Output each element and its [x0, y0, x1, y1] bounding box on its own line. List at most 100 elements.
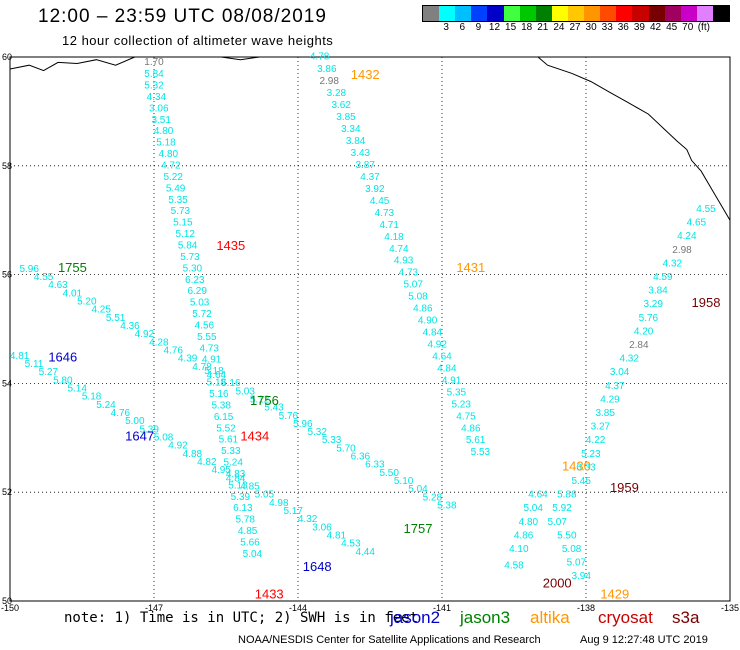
swh-data-point: 4.86	[461, 423, 481, 434]
swh-data-point: 5.35	[447, 387, 467, 398]
swh-data-point: 3.51	[151, 115, 171, 126]
swh-data-point: 5.23	[581, 449, 601, 460]
pass-time-label: 2000	[543, 575, 572, 590]
pass-time-label: 1433	[255, 586, 284, 601]
swh-data-point: 4.76	[163, 345, 183, 356]
swh-data-point: 5.18	[82, 392, 102, 403]
legend-item-cryosat: cryosat	[598, 608, 653, 627]
swh-data-point: 5.08	[154, 433, 174, 444]
swh-data-point: 4.71	[379, 220, 399, 231]
scale-tick-label: 36	[617, 22, 629, 33]
scale-swatch	[648, 6, 665, 21]
x-tick-label: -141	[433, 603, 451, 613]
x-tick-label: -144	[289, 603, 307, 613]
swh-data-point: 4.74	[389, 244, 409, 255]
scale-tick-label: 27	[569, 22, 581, 33]
swh-data-point: 4.64	[207, 370, 227, 381]
swh-data-point: 5.08	[408, 292, 428, 303]
swh-data-point: 5.52	[216, 423, 236, 434]
scale-swatch	[664, 6, 681, 21]
swh-data-point: 3.85	[336, 112, 356, 123]
swh-data-point: 5.04	[408, 484, 428, 495]
scale-tick-label: 39	[633, 22, 645, 33]
pass-time-label: 1959	[610, 480, 639, 495]
pass-time-label: 1958	[692, 295, 721, 310]
swh-data-point: 3.43	[351, 148, 371, 159]
swh-data-point: 4.93	[394, 256, 414, 267]
color-scale-labels: 3 6 9 12 15 18 21 24 27 30 33 36 39 42 45 70 (ft)	[422, 22, 728, 34]
swh-data-point: 4.59	[653, 272, 673, 283]
scale-tick-label: 33	[601, 22, 613, 33]
swh-data-point: 1.70	[144, 57, 164, 68]
scale-tick-label: 45	[666, 22, 678, 33]
swh-data-point: 5.05	[255, 490, 275, 501]
swh-data-point: 4.37	[605, 381, 625, 392]
pass-time-label: 1431	[456, 260, 485, 275]
swh-data-point: 4.84	[226, 473, 246, 484]
swh-data-point: 5.28	[423, 492, 443, 503]
pass-time-label: 1646	[48, 350, 77, 365]
swh-data-point: 5.15	[173, 218, 193, 229]
pass-time-label: 1647	[125, 429, 154, 444]
swh-data-point: 4.92	[168, 441, 188, 452]
scale-swatch	[632, 6, 649, 21]
swh-data-point: 5.03	[190, 298, 210, 309]
swh-data-point: 4.63	[48, 280, 68, 291]
scale-swatch	[616, 6, 633, 21]
swh-data-point: 2.84	[629, 340, 649, 351]
swh-data-point: 4.32	[663, 258, 683, 269]
swh-data-point: 4.91	[202, 355, 222, 366]
scale-swatch	[696, 6, 713, 21]
swh-data-point: 5.73	[171, 206, 191, 217]
swh-data-point: 5.27	[39, 367, 59, 378]
swh-data-point: 5.73	[180, 252, 200, 263]
swh-data-point: 4.86	[514, 530, 534, 541]
scale-tick-label: 18	[521, 22, 533, 33]
swh-data-point: 4.64	[432, 351, 452, 362]
swh-data-point: 4.01	[63, 288, 83, 299]
scale-swatch	[471, 6, 488, 21]
swh-data-point: 5.96	[19, 264, 39, 275]
swh-data-point: 4.37	[360, 172, 380, 183]
scale-tick-label: 70	[682, 22, 694, 33]
swh-data-point: 5.07	[403, 280, 423, 291]
swh-data-point: 5.18	[204, 366, 224, 377]
swh-data-point: 5.61	[219, 435, 239, 446]
swh-data-point: 5.13	[228, 480, 248, 491]
swh-data-point: 4.58	[504, 560, 524, 571]
swh-data-point: 3.06	[312, 522, 332, 533]
scale-tick-label: 9	[475, 22, 482, 33]
swh-data-point: 4.73	[199, 343, 219, 354]
swh-data-point: 4.55	[34, 272, 54, 283]
note-text: note: 1) Time is in UTC; 2) SWH is in fe…	[64, 610, 419, 626]
swh-data-point: 5.14	[67, 384, 87, 395]
swh-data-point: 4.24	[677, 231, 697, 242]
x-tick-label: -147	[145, 603, 163, 613]
swh-data-point: 4.36	[120, 321, 140, 332]
swh-data-point: 5.66	[240, 538, 260, 549]
swh-data-point: 4.82	[197, 457, 217, 468]
swh-data-point: 2.98	[672, 245, 692, 256]
swh-data-point: 5.50	[557, 530, 577, 541]
swh-data-point: 5.12	[175, 229, 195, 240]
swh-data-point: 4.91	[442, 375, 462, 386]
scale-tick-label: 21	[537, 22, 549, 33]
swh-data-point: 5.76	[639, 313, 659, 324]
swh-data-point: 4.29	[600, 394, 620, 405]
swh-data-point: 5.24	[96, 400, 116, 411]
plot-frame	[9, 56, 731, 602]
y-tick-label: 56	[2, 270, 12, 280]
swh-data-point: 4.80	[519, 517, 539, 528]
swh-data-point: 4.53	[341, 539, 361, 550]
swh-data-point: 6.36	[351, 452, 371, 463]
swh-data-point: 5.38	[437, 501, 457, 512]
swh-data-point: 4.95	[211, 465, 231, 476]
swh-data-point: 5.04	[243, 549, 263, 560]
chart-subtitle: 12 hour collection of altimeter wave hei…	[62, 33, 334, 48]
swh-data-point: 2.98	[319, 76, 339, 87]
swh-data-point: 3.84	[346, 136, 366, 147]
pass-time-label: 1756	[250, 393, 279, 408]
swh-data-point: 5.18	[207, 378, 227, 389]
swh-data-point: 4.81	[10, 351, 30, 362]
